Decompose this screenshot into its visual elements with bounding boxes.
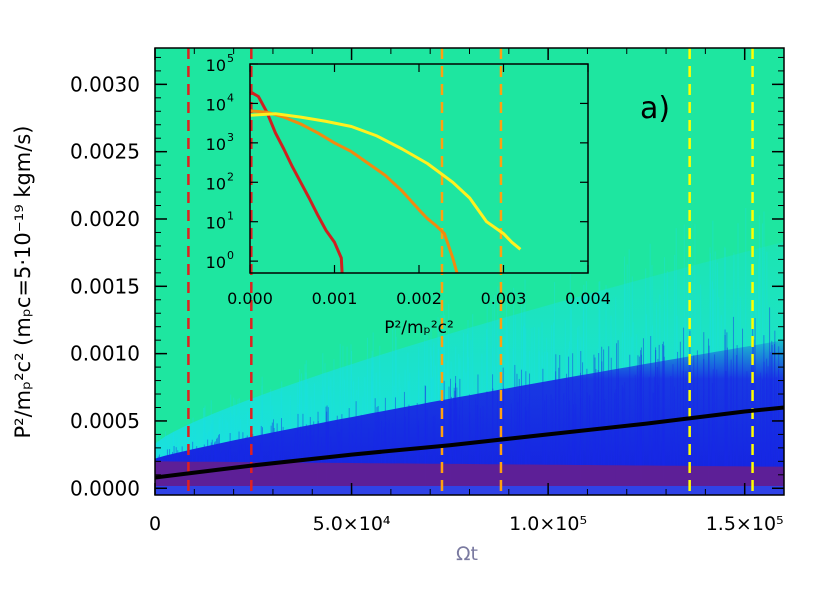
inset-y-tick-exponent: 0 [227,249,234,262]
x-axis-label: Ωt [456,543,478,565]
y-tick-label: 0.0030 [70,72,140,96]
inset-series-line [249,109,459,274]
inset-y-tick-label: 10 [206,135,226,154]
inset-y-tick-label: 10 [206,95,226,114]
inset-x-tick-labels: 0.000 0.001 0.002 0.003 0.004 [227,289,611,308]
inset-y-tick-exponent: 1 [227,210,234,223]
panel-label: a) [640,91,670,126]
x-tick-label: 0 [149,513,161,535]
inset-x-axis-label: P²/mₚ²c² [384,318,454,338]
y-tick-label: 0.0020 [70,207,140,231]
inset-x-tick-label: 0.004 [565,289,611,308]
inset-y-tick-exponent: 2 [227,170,234,183]
y-tick-label: 0.0015 [70,274,140,298]
x-tick-label: 1.0×10⁵ [509,513,587,535]
inset-y-tick-label: 10 [206,253,226,272]
main-plot-area: 0.00000.00050.00100.00150.00200.00250.00… [11,47,785,565]
inset-plot-area [249,90,522,274]
y-tick-label: 0.0005 [70,409,140,433]
y-tick-label: 0.0025 [70,140,140,164]
x-tick-label: 1.5×10⁵ [706,513,784,535]
y-tick-label: 0.0000 [70,476,140,500]
inset-x-tick-label: 0.000 [227,289,273,308]
mean-momentum-line [155,405,784,480]
main-y-tick-labels: 0.0000 0.0005 0.0010 0.0015 0.0020 0.0025 0.00… [70,72,140,500]
main-axis-ticks [154,48,784,495]
inset-series-line [249,112,522,251]
inset-x-tick-label: 0.003 [481,289,527,308]
inset-y-tick-exponent: 5 [227,52,234,65]
heatmap-blue-band [155,340,784,495]
y-tick-label: 0.0010 [70,342,140,366]
inset-y-tick-label: 10 [206,56,226,75]
y-axis-label: P²/mₚ²c² (mₚc=5·10⁻¹⁹ kgm/s) [11,126,35,439]
vertical-markers [187,48,754,495]
inset-x-tick-label: 0.002 [396,289,442,308]
inset-axis-ticks [249,63,589,273]
inset-y-tick-label: 10 [206,174,226,193]
x-tick-label: 5.0×10⁴ [313,513,391,535]
main-x-tick-labels: 0 5.0×10⁴ 1.0×10⁵ 1.5×10⁵ [149,513,784,535]
inset-y-tick-exponent: 4 [227,91,234,104]
inset-y-tick-label: 10 [206,214,226,233]
inset-x-tick-label: 0.001 [312,289,358,308]
inset-y-tick-exponent: 3 [227,131,234,144]
